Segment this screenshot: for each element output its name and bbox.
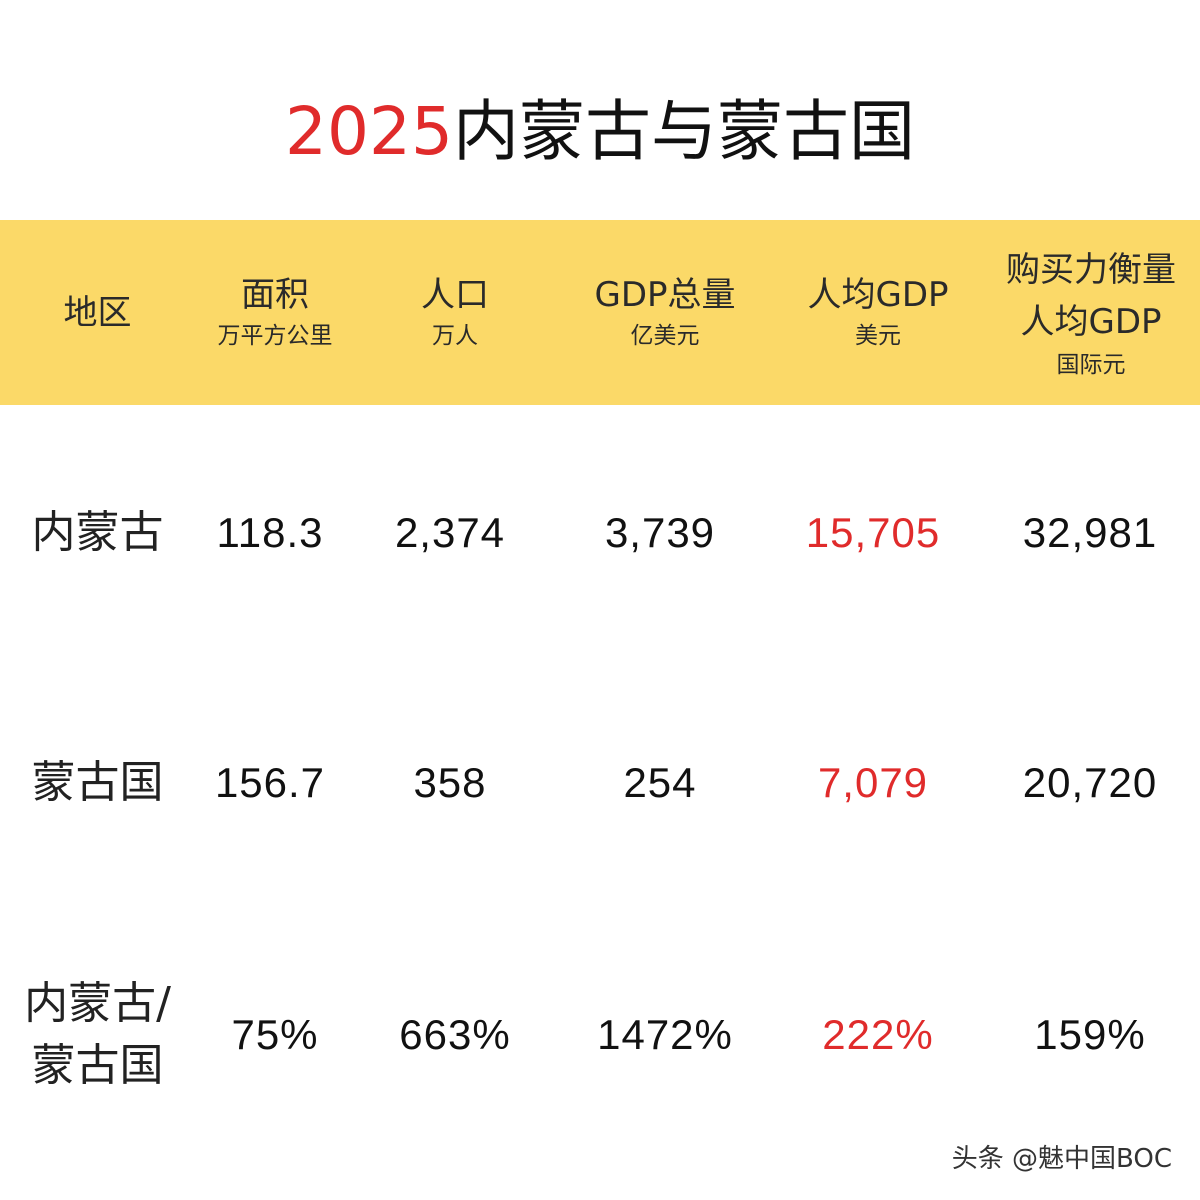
- header-region-label: 地区: [63, 292, 132, 333]
- row-1-population: 2,374: [394, 508, 506, 556]
- header-gdp: GDP总量 亿美元: [555, 220, 775, 405]
- table-header: 地区 面积 万平方公里 人口 万人 GDP总量 亿美元 人均GDP 美元 购买力…: [0, 220, 1200, 405]
- row-2-region: 蒙古国: [31, 756, 164, 808]
- header-gdp-unit: 亿美元: [630, 322, 700, 349]
- row-3-population: 663%: [399, 1010, 511, 1058]
- header-gdp-per-capita-label: 人均GDP: [807, 274, 949, 315]
- header-population-label: 人口: [421, 274, 489, 315]
- header-area: 面积 万平方公里: [175, 220, 375, 405]
- row-1-region: 内蒙古: [31, 506, 164, 558]
- row-2-gdp-per-capita: 7,079: [817, 758, 929, 806]
- row-2-population: 358: [413, 758, 487, 806]
- row-1-area: 118.3: [216, 508, 324, 556]
- header-area-unit: 万平方公里: [217, 322, 333, 349]
- row-3-region: 内蒙古/ 蒙古国: [0, 970, 195, 1100]
- title-text: 内蒙古与蒙古国: [452, 93, 915, 170]
- header-population: 人口 万人: [355, 220, 555, 405]
- row-3-region-line2: 蒙古国: [31, 1040, 164, 1091]
- row-2-ppp-gdp-per-capita: 20,720: [1022, 758, 1158, 806]
- header-gdp-per-capita: 人均GDP 美元: [768, 220, 988, 405]
- row-1-ppp-gdp-per-capita: 32,981: [1022, 508, 1158, 556]
- header-ppp-gdp-per-capita: 购买力衡量 人均GDP 国际元: [985, 220, 1197, 405]
- header-population-unit: 万人: [432, 322, 478, 349]
- row-3-area: 75%: [231, 1010, 319, 1058]
- row-1-gdp-per-capita: 15,705: [805, 508, 941, 556]
- row-3-region-line1: 内蒙古/: [24, 978, 171, 1029]
- header-ppp-unit: 国际元: [1056, 351, 1126, 378]
- row-2-gdp: 254: [623, 758, 697, 806]
- header-region: 地区: [0, 220, 195, 405]
- header-gdp-label: GDP总量: [594, 274, 736, 315]
- title-year: 2025: [285, 93, 453, 170]
- row-1-gdp: 3,739: [604, 508, 716, 556]
- row-3-gdp: 1472%: [597, 1010, 733, 1058]
- watermark: 头条 @魅中国BOC: [951, 1144, 1172, 1174]
- page-title: 2025内蒙古与蒙古国: [0, 90, 1200, 174]
- header-ppp-label-line2: 人均GDP: [1020, 301, 1162, 342]
- row-3-gdp-per-capita: 222%: [822, 1010, 934, 1058]
- header-area-label: 面积: [241, 274, 309, 315]
- row-2-area: 156.7: [214, 758, 326, 806]
- row-3-ppp-gdp-per-capita: 159%: [1034, 1010, 1146, 1058]
- header-ppp-label-line1: 购买力衡量: [1006, 249, 1176, 290]
- header-gdp-per-capita-unit: 美元: [855, 322, 901, 349]
